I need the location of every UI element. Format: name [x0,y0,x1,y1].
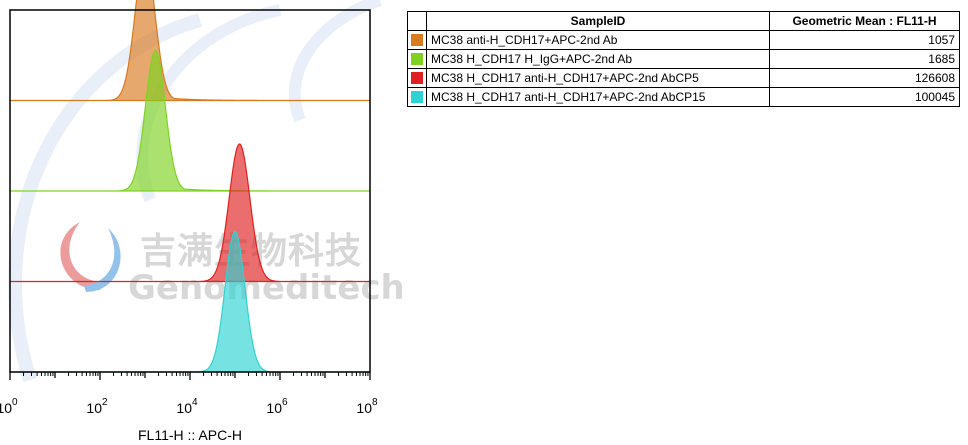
watermark-text-en: Genomeditech [128,268,405,308]
x-tick-label: 102 [86,397,108,416]
row-swatch-cell [407,68,427,88]
x-axis-ticks [9,372,371,380]
row-sample-name: MC38 H_CDH17 anti-H_CDH17+APC-2nd AbCP5 [426,68,770,88]
color-swatch [411,91,423,103]
histogram-traces [10,0,370,373]
histogram-series-4 [10,230,370,373]
x-axis-tick-labels: 100 102 104 106 108 [0,397,378,416]
row-sample-name: MC38 H_CDH17 H_IgG+APC-2nd Ab [426,49,770,69]
table-header-value: Geometric Mean : FL11-H [769,11,960,31]
x-tick-label: 100 [0,397,18,416]
row-geo-mean: 1057 [769,30,960,50]
table-header-row: SampleID Geometric Mean : FL11-H [407,11,960,31]
x-axis-label: FL11-H :: APC-H [138,427,242,443]
histogram-series-2 [10,49,370,192]
table-header-swatch [407,11,427,31]
histogram-plot: 100 102 104 106 108 FL11-H :: APC-H [0,0,378,443]
table-row: MC38 H_CDH17 anti-H_CDH17+APC-2nd AbCP15… [407,87,960,107]
table-row: MC38 H_CDH17 H_IgG+APC-2nd Ab 1685 [407,49,960,69]
row-swatch-cell [407,49,427,69]
sample-table: SampleID Geometric Mean : FL11-H MC38 an… [407,11,960,107]
row-swatch-cell [407,87,427,107]
row-sample-name: MC38 H_CDH17 anti-H_CDH17+APC-2nd AbCP15 [426,87,770,107]
x-tick-label: 104 [176,397,198,416]
color-swatch [411,72,423,84]
x-tick-label: 108 [356,397,378,416]
histogram-series-1 [10,0,370,102]
table-header-sample: SampleID [426,11,770,31]
row-swatch-cell [407,30,427,50]
table-row: MC38 anti-H_CDH17+APC-2nd Ab 1057 [407,30,960,50]
row-sample-name: MC38 anti-H_CDH17+APC-2nd Ab [426,30,770,50]
color-swatch [411,34,423,46]
row-geo-mean: 1685 [769,49,960,69]
x-tick-label: 106 [266,397,288,416]
row-geo-mean: 100045 [769,87,960,107]
table-row: MC38 H_CDH17 anti-H_CDH17+APC-2nd AbCP5 … [407,68,960,88]
row-geo-mean: 126608 [769,68,960,88]
color-swatch [411,53,423,65]
histogram-series-3 [10,143,370,283]
